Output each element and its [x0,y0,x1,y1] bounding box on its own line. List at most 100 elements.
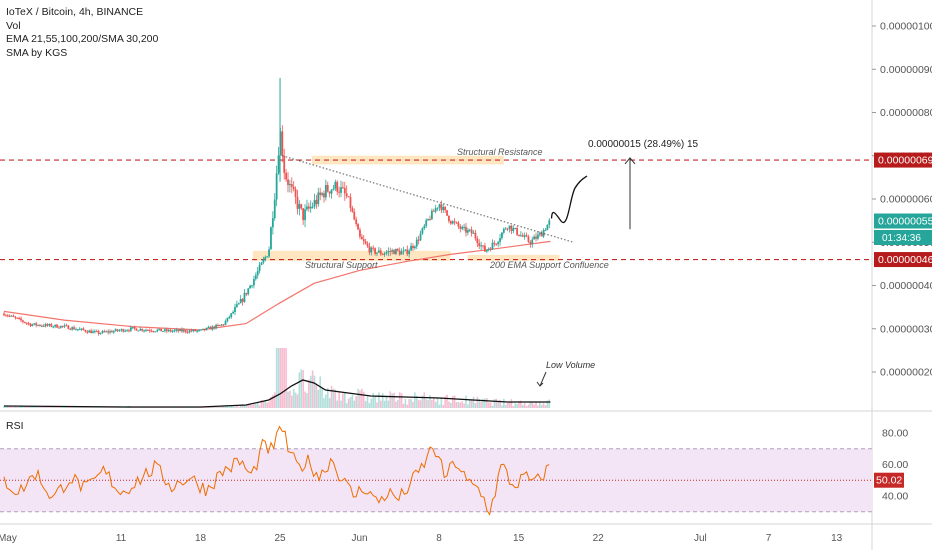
volume-bar [491,405,494,408]
volume-bar [35,406,37,408]
candle-body [294,189,297,197]
candle-body [196,330,199,332]
candle-body [463,226,465,228]
measure-label: 0.00000015 (28.49%) 15 [588,139,699,150]
volume-bar [425,399,428,408]
volume-bar [431,399,433,408]
volume-bar [239,405,242,408]
candle-body [313,200,316,207]
candle-body [436,207,439,209]
volume-bar [90,407,92,408]
price-tick-label: 0.00000060 [880,194,932,206]
volume-bar [504,404,507,408]
structural-support-label: Structural Support [305,260,378,270]
volume-bar [468,400,471,408]
candle-body [391,250,394,252]
time-tick-label: 18 [195,533,207,544]
price-tick-label: 0.00000100 [880,21,932,33]
candle-body [139,328,142,331]
candle-body [508,225,511,229]
candle-body [239,299,242,304]
volume-bar [46,406,49,408]
candle-body [165,329,168,332]
candle-body [75,329,77,331]
candle-body [306,206,308,210]
volume-bar [317,389,320,408]
volume-bar [88,407,90,408]
candle-body [340,187,342,193]
candle-body [253,279,255,286]
volume-bar [391,393,393,408]
candle-body [288,184,291,186]
candle-body [342,187,344,189]
volume-bar [432,397,435,408]
volume-bar [419,400,422,408]
volume-bar [236,405,238,408]
candle-body [262,259,265,263]
volume-bar [349,397,352,408]
candle-body [525,235,528,237]
candle-body [408,250,411,255]
legend-symbol: IoTeX / Bitcoin, 4h, BINANCE [6,6,144,18]
candle-body [315,200,318,205]
volume-bar [455,402,458,408]
candle-body [175,329,178,331]
volume-bar [393,392,395,408]
candle-body [465,226,467,233]
volume-bar [33,406,36,408]
candle-body [440,204,443,211]
volume-bar [378,392,380,408]
volume-bar [69,406,72,408]
candle-body [487,248,490,250]
candle-body [270,227,272,250]
volume-bar [457,402,460,408]
candle-body [417,239,420,241]
candle-body [518,234,520,236]
candle-body [336,181,339,192]
volume-bar [357,388,359,408]
candle-body [455,222,458,224]
volume-bar [514,403,516,408]
time-tick-label: 13 [831,533,843,544]
candle-body [271,218,274,228]
candle-body [349,196,352,209]
volume-bar [489,402,492,408]
candle-body [544,230,547,232]
candle-body [90,330,92,334]
candle-body [317,192,320,205]
candle-body [173,330,176,332]
price-tick-label: 0.00000020 [880,367,932,379]
candle-body [18,318,21,320]
volume-bar [544,405,547,408]
candle-body [355,219,358,225]
candle-body [145,329,147,331]
volume-bar [207,406,210,408]
volume-bar [243,405,246,408]
volume-bar [463,403,465,408]
candle-body [207,327,210,329]
candle-body [33,323,36,325]
candle-body [209,327,212,330]
candle-body [73,327,75,330]
candle-body [353,211,356,220]
volume-bar [389,391,392,408]
candle-body [4,315,7,317]
candle-body [254,275,257,280]
candle-body [118,330,121,332]
volume-bar [347,398,350,408]
candle-body [400,251,403,255]
candle-body [12,315,15,317]
candle-body [368,246,371,253]
candle-body [258,265,261,272]
volume-bar [268,401,270,408]
candle-body [31,324,34,326]
candle-body [120,329,123,331]
volume-bar [287,391,289,408]
volume-bar [334,389,337,408]
volume-bar [499,399,501,408]
volume-bar [230,405,232,408]
volume-bar [18,407,20,408]
candle-body [307,206,310,209]
volume-bar [503,398,505,408]
